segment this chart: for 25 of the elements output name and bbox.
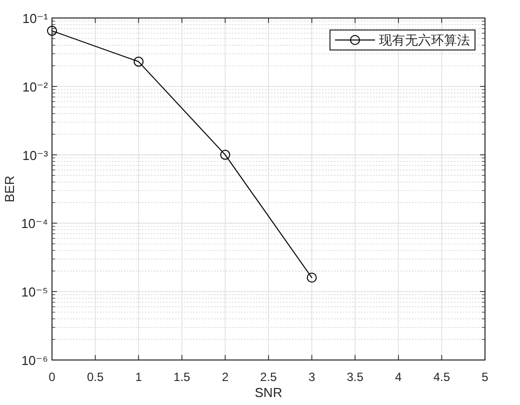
x-tick-label: 2: [222, 370, 229, 384]
x-tick-label: 4: [395, 370, 402, 384]
x-axis-title: SNR: [254, 385, 282, 400]
y-tick-label: 10⁻²: [22, 79, 49, 94]
y-tick-label: 10⁻⁵: [21, 284, 48, 300]
y-tick-label: 10⁻⁴: [21, 216, 48, 232]
x-tick-label: 3: [308, 370, 316, 384]
legend-label: 现有无六环算法: [379, 32, 470, 48]
y-axis-title: BER: [2, 176, 17, 202]
point: [134, 56, 144, 67]
x-tick-label: 3.5: [346, 370, 364, 384]
x-tick-label: 0.5: [86, 370, 104, 384]
x-tick-label: 5: [482, 370, 489, 384]
point: [306, 272, 317, 283]
legend: 现有无六环算法: [330, 30, 476, 50]
x-tick-label: 2.5: [260, 370, 278, 384]
x-tick-label: 0: [48, 370, 56, 384]
point: [220, 150, 230, 160]
y-tick-label: 10⁻¹: [22, 11, 49, 26]
x-tick-label: 1.5: [174, 370, 191, 384]
y-tick-label: 10⁻⁶: [21, 353, 48, 368]
x-tick-label: 1: [135, 370, 142, 384]
y-tick-label: 10⁻³: [22, 148, 49, 163]
point: [47, 26, 57, 36]
x-tick-label: 4.5: [433, 370, 450, 384]
